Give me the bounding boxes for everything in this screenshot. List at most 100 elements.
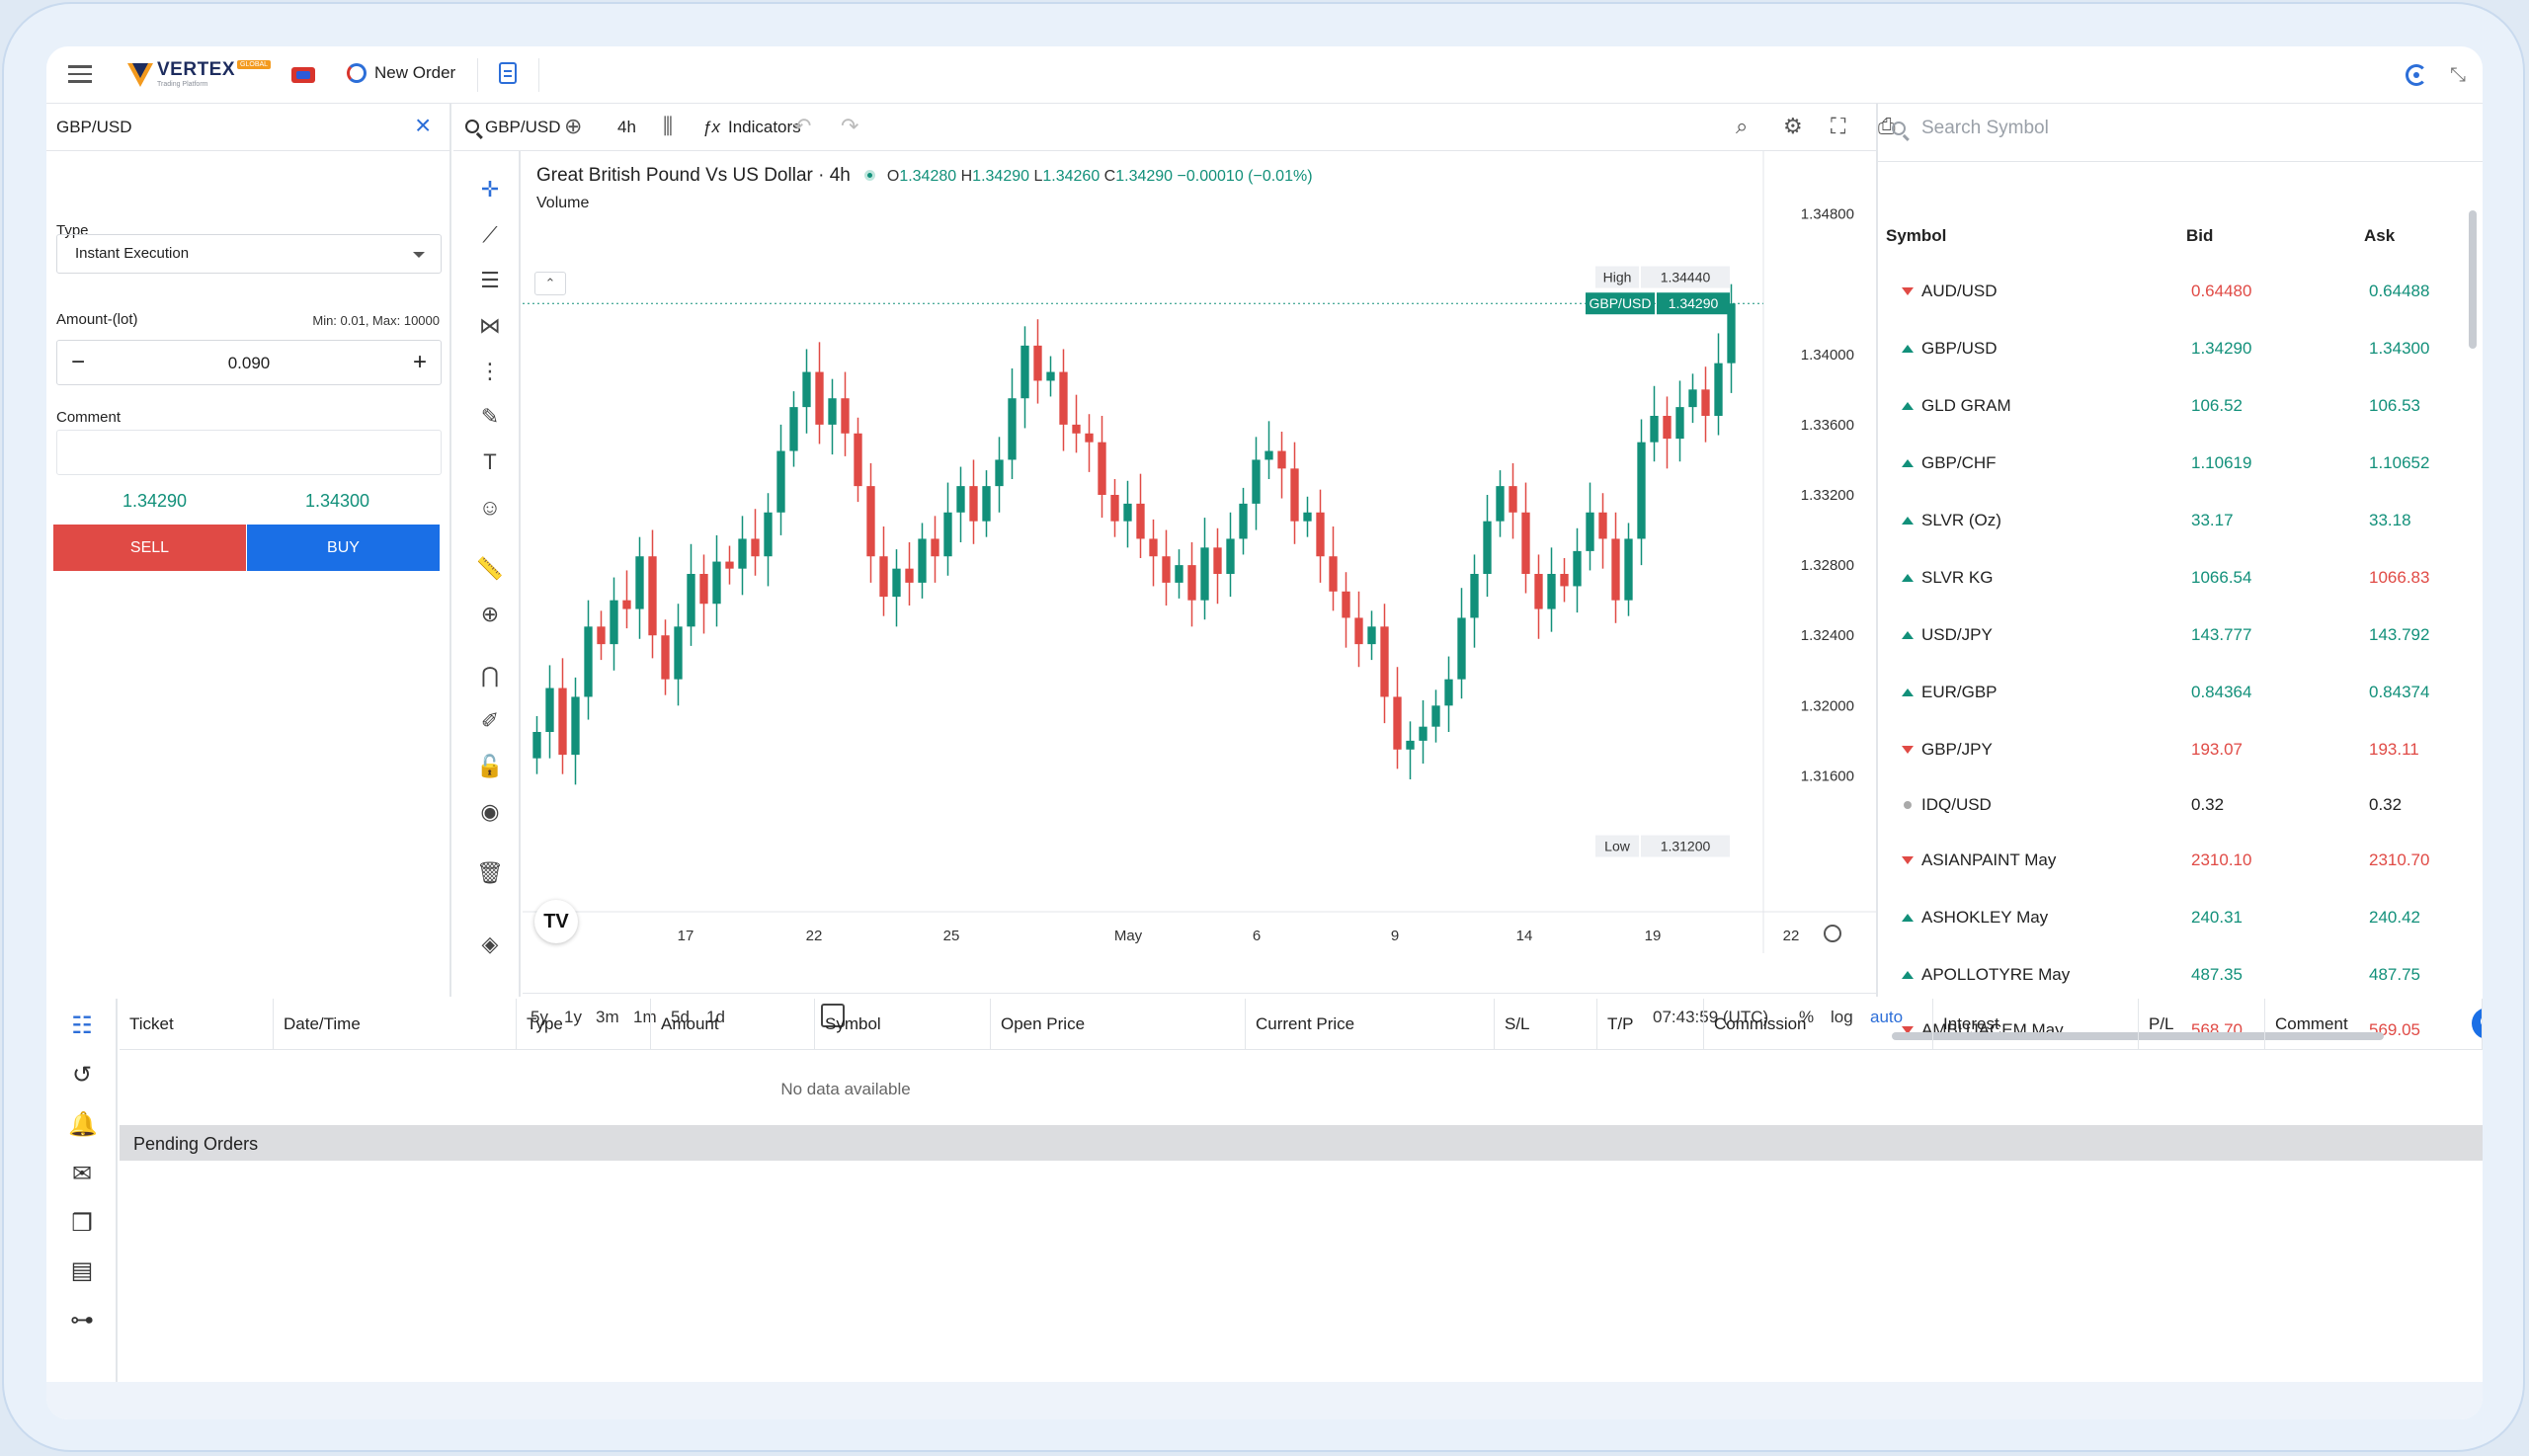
column-header[interactable]: Current Price (1246, 999, 1495, 1050)
positions-icon[interactable]: ☷ (71, 1012, 93, 1039)
comment-input[interactable] (56, 430, 442, 475)
watchlist-row[interactable]: SLVR KG 1066.54 1066.83 (1878, 548, 2471, 606)
text-icon[interactable]: T (483, 449, 497, 474)
watchlist-row[interactable]: USD/JPY 143.777 143.792 (1878, 606, 2471, 663)
connection-status-icon[interactable] (2406, 64, 2427, 86)
alert-icon[interactable]: ⌕ (1736, 114, 1749, 138)
bell-icon[interactable]: 🔔 (68, 1111, 98, 1138)
watchlist-row[interactable]: ASHOKLEY May 240.31 240.42 (1878, 888, 2471, 945)
last-symbol: GBP/USD (1589, 295, 1651, 311)
column-header[interactable]: Commission (1704, 999, 1933, 1050)
menu-icon[interactable] (68, 65, 92, 83)
watchlist-row[interactable]: GLD GRAM 106.52 106.53 (1878, 376, 2471, 434)
pending-orders-section[interactable]: Pending Orders (120, 1125, 2483, 1161)
watchlist-row[interactable]: IDQ/USD 0.32 0.32 (1878, 775, 2471, 833)
column-header[interactable]: T/P (1597, 999, 1704, 1050)
compare-icon[interactable]: ⊕ (564, 114, 583, 138)
collapse-icon[interactable]: ⤡ (2450, 64, 2466, 86)
pattern-icon[interactable]: ⋈ (479, 313, 501, 338)
log-toggle[interactable]: log (1831, 1008, 1853, 1026)
news-icon[interactable]: ▤ (70, 1257, 94, 1284)
symbol-search-placeholder[interactable]: Search Symbol (1921, 118, 2049, 138)
document-icon[interactable] (499, 62, 517, 84)
amount-stepper[interactable]: − 0.090 + (56, 340, 442, 385)
account-switch-icon[interactable] (291, 67, 315, 83)
interval-button[interactable]: 4h (617, 118, 636, 136)
column-header[interactable]: Date/Time (274, 999, 517, 1050)
range-3m[interactable]: 3m (596, 1008, 619, 1026)
camera-icon[interactable]: ⎙ (1878, 114, 1896, 138)
watch-header-bid[interactable]: Bid (2186, 226, 2214, 245)
watchlist-row[interactable]: GBP/USD 1.34290 1.34300 (1878, 319, 2471, 376)
undo-icon[interactable]: ↶ (793, 114, 812, 138)
watchlist-row[interactable]: ASIANPAINT May 2310.10 2310.70 (1878, 831, 2471, 888)
column-header[interactable]: S/L (1495, 999, 1597, 1050)
redo-icon[interactable]: ↷ (841, 114, 859, 138)
mail-icon[interactable]: ✉ (71, 1161, 93, 1187)
watch-header-ask[interactable]: Ask (2364, 226, 2396, 245)
chart-type-icon[interactable]: ⫼ (663, 114, 674, 138)
watchlist-row[interactable]: SLVR (Oz) 33.17 33.18 (1878, 491, 2471, 548)
gear-icon[interactable]: ⚙ (1783, 114, 1803, 138)
column-header[interactable]: Ticket (120, 999, 274, 1050)
calendar-icon[interactable] (821, 1004, 845, 1027)
history-icon[interactable]: ↺ (71, 1062, 93, 1089)
range-5y[interactable]: 5y (530, 1008, 548, 1026)
lock-drawing-icon[interactable]: ✐ (480, 708, 500, 733)
layers-icon[interactable]: ◈ (481, 931, 499, 956)
trash-icon[interactable]: 🗑 (476, 860, 504, 885)
column-header[interactable]: Amount (651, 999, 815, 1050)
execution-type-select[interactable]: Instant Execution (56, 234, 442, 274)
collapse-legend-button[interactable]: ⌃ (534, 272, 566, 295)
fib-icon[interactable]: ☰ (480, 268, 500, 292)
emoji-icon[interactable]: ☺ (478, 495, 502, 520)
range-1d[interactable]: 1d (706, 1008, 725, 1026)
watchlist-scrollbar[interactable] (2469, 210, 2477, 349)
candlestick-plot[interactable]: 1.34800 1.34000 1.33600 1.33200 1.32800 1.324… (523, 151, 1876, 953)
forecast-icon[interactable]: ⋮ (479, 359, 501, 383)
watchlist-row[interactable]: GBP/JPY 193.07 193.11 (1878, 720, 2471, 777)
eye-icon[interactable]: ◉ (480, 799, 500, 824)
journal-icon[interactable]: ❒ (71, 1210, 93, 1237)
column-header[interactable]: Interest (1933, 999, 2139, 1050)
watch-header-symbol[interactable]: Symbol (1886, 226, 1947, 245)
amount-value[interactable]: 0.090 (227, 354, 271, 372)
brush-icon[interactable]: ✎ (480, 404, 500, 429)
watchlist-row[interactable]: APOLLOTYRE May 487.35 487.75 (1878, 945, 2471, 1003)
range-5d[interactable]: 5d (671, 1008, 690, 1026)
magnet-icon[interactable]: ⋂ (480, 663, 500, 688)
column-header[interactable]: Symbol (815, 999, 991, 1050)
tradingview-logo[interactable]: TV (534, 900, 578, 943)
price-chart[interactable]: 1.34800 1.34000 1.33600 1.33200 1.32800 1.324… (523, 151, 1876, 953)
column-header[interactable]: Comment (2265, 999, 2483, 1050)
column-header[interactable]: Open Price (991, 999, 1246, 1050)
watchlist-row[interactable]: AUD/USD 0.64480 0.64488 (1878, 262, 2471, 319)
order-symbol-field[interactable]: GBP/USD × (46, 104, 449, 151)
sell-button[interactable]: SELL (53, 525, 246, 571)
percent-toggle[interactable]: % (1799, 1008, 1815, 1026)
range-1y[interactable]: 1y (564, 1008, 582, 1026)
trend-line-icon[interactable]: ⟋ (482, 222, 498, 247)
watchlist-row[interactable]: GBP/CHF 1.10619 1.10652 (1878, 434, 2471, 491)
arrow-up-icon (1902, 345, 1914, 353)
crosshair-icon[interactable]: ✛ (480, 177, 500, 202)
candle-body (712, 561, 721, 605)
buy-button[interactable]: BUY (247, 525, 440, 571)
zoom-in-icon[interactable]: ⊕ (480, 602, 500, 626)
x-tick-label: 14 (1516, 928, 1533, 944)
close-icon[interactable]: × (415, 110, 432, 140)
column-header[interactable]: P/L (2139, 999, 2265, 1050)
fullscreen-icon[interactable]: ⛶ (1831, 114, 1846, 138)
lock-icon[interactable]: 🔓 (476, 754, 504, 778)
symbol-search[interactable]: Search Symbol (1892, 118, 2049, 139)
new-order-button[interactable]: New Order (347, 63, 455, 83)
ruler-icon[interactable]: 📏 (476, 556, 504, 581)
decrease-button[interactable]: − (71, 349, 86, 375)
watchlist-row[interactable]: EUR/GBP 0.84364 0.84374 (1878, 663, 2471, 720)
column-header[interactable]: Type (517, 999, 651, 1050)
increase-button[interactable]: + (412, 349, 427, 375)
auto-toggle[interactable]: auto (1870, 1008, 1904, 1026)
chart-symbol-search[interactable]: GBP/USD (465, 118, 561, 137)
tree-icon[interactable]: ⊶ (70, 1307, 94, 1334)
indicators-button[interactable]: ƒx Indicators (702, 118, 801, 137)
